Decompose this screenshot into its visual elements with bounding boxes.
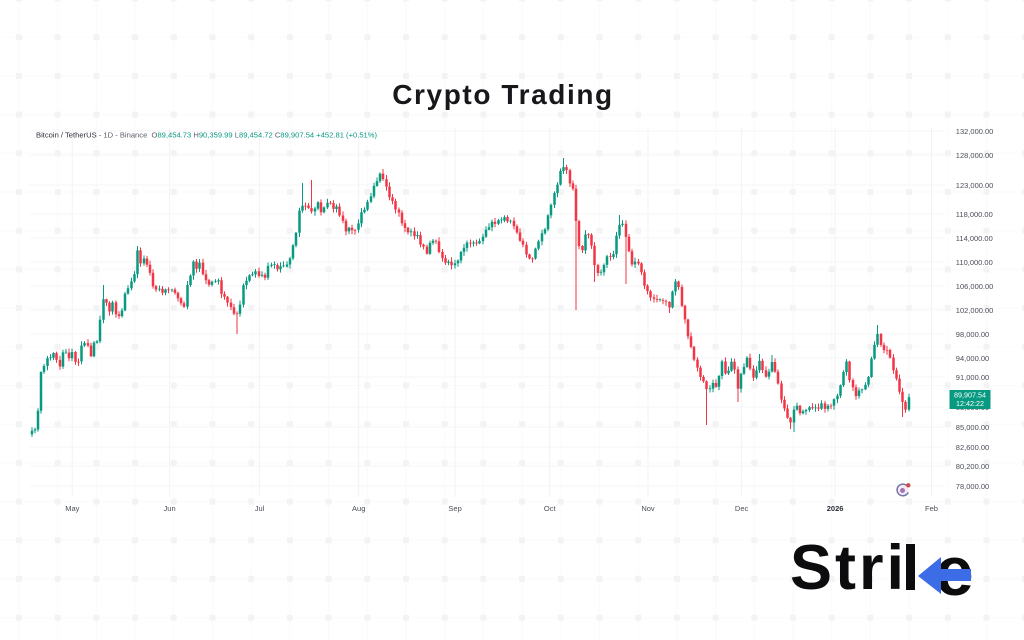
svg-text:123,000.00: 123,000.00 [956, 181, 994, 190]
svg-text:12:42:22: 12:42:22 [956, 399, 984, 408]
svg-text:110,000.00: 110,000.00 [956, 258, 993, 267]
svg-text:May: May [65, 504, 79, 513]
svg-text:80,200.00: 80,200.00 [956, 462, 989, 471]
svg-text:Aug: Aug [352, 504, 365, 513]
svg-text:Bitcoin / TetherUS - 1D - Bina: Bitcoin / TetherUS - 1D - Binance O89,45… [36, 131, 378, 140]
svg-text:98,000.00: 98,000.00 [956, 330, 989, 339]
svg-text:2026: 2026 [827, 504, 844, 513]
svg-text:Feb: Feb [925, 504, 938, 513]
svg-text:82,600.00: 82,600.00 [956, 443, 989, 452]
svg-text:Nov: Nov [641, 504, 655, 513]
svg-text:118,000.00: 118,000.00 [956, 210, 993, 219]
svg-text:78,000.00: 78,000.00 [956, 482, 989, 491]
svg-text:Jul: Jul [255, 504, 265, 513]
svg-text:Jun: Jun [164, 504, 176, 513]
svg-text:91,000.00: 91,000.00 [956, 373, 989, 382]
svg-text:Oct: Oct [544, 504, 557, 513]
svg-text:128,000.00: 128,000.00 [956, 151, 994, 160]
svg-text:89,907.54: 89,907.54 [954, 391, 986, 400]
svg-text:106,000.00: 106,000.00 [956, 282, 994, 291]
svg-text:85,000.00: 85,000.00 [956, 423, 989, 432]
svg-text:Sep: Sep [448, 504, 461, 513]
svg-text:102,000.00: 102,000.00 [956, 306, 994, 315]
svg-text:132,000.00: 132,000.00 [956, 127, 994, 136]
svg-text:94,000.00: 94,000.00 [956, 354, 989, 363]
svg-text:Dec: Dec [735, 504, 749, 513]
svg-text:114,000.00: 114,000.00 [956, 234, 993, 243]
